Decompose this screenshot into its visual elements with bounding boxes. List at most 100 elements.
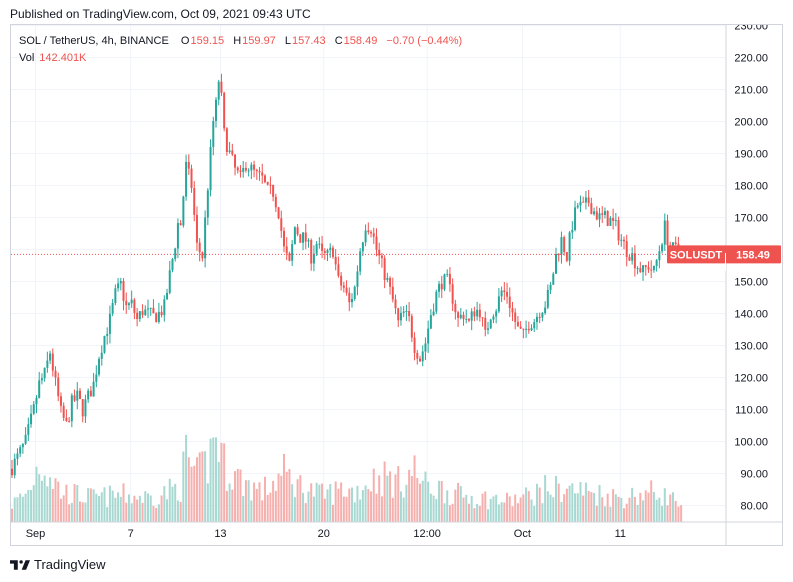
- legend-volume-label[interactable]: Vol: [19, 52, 35, 64]
- candle-body: [481, 317, 484, 319]
- volume-bar: [511, 506, 514, 522]
- candle-body: [215, 99, 217, 122]
- candle-body: [655, 260, 658, 266]
- candle-body: [285, 246, 288, 254]
- candle-body: [438, 283, 441, 292]
- legend-symbol[interactable]: SOL / TetherUS, 4h, BINANCE: [19, 35, 169, 47]
- volume-bar: [30, 490, 33, 522]
- candle-body: [247, 170, 250, 172]
- candle-body: [378, 249, 381, 256]
- candle-body: [546, 289, 549, 308]
- volume-bar: [228, 483, 231, 522]
- volume-bars: [11, 434, 683, 522]
- candle-body: [663, 220, 666, 245]
- volume-bar: [283, 453, 285, 522]
- candle-body: [106, 333, 109, 337]
- candle-body: [70, 395, 73, 422]
- candle-body: [19, 447, 22, 454]
- volume-bar: [446, 490, 449, 522]
- candle-body: [258, 171, 261, 173]
- candle-body: [21, 443, 24, 448]
- volume-bar: [427, 481, 430, 522]
- candle-body: [345, 287, 348, 293]
- candle-body: [478, 309, 481, 318]
- legend-high-value: 159.97: [242, 35, 276, 47]
- volume-bar: [476, 503, 479, 522]
- candle-body: [351, 298, 353, 303]
- candle-body: [652, 265, 655, 271]
- candle-body: [89, 390, 92, 397]
- candle-body: [46, 360, 49, 368]
- volume-bar: [402, 497, 405, 522]
- volume-bar: [595, 505, 598, 522]
- candle-body: [225, 128, 228, 152]
- price-tick-label: 130.00: [734, 341, 768, 353]
- volume-bar: [435, 498, 438, 522]
- volume-bar: [274, 490, 277, 522]
- candle-body: [666, 220, 669, 246]
- candle-body: [59, 396, 62, 406]
- volume-bar: [506, 492, 509, 522]
- volume-bar: [54, 478, 57, 522]
- candle-body: [127, 303, 130, 306]
- volume-bar: [223, 443, 226, 522]
- volume-bar: [255, 488, 258, 522]
- volume-bar: [677, 506, 680, 522]
- candle-body: [367, 230, 370, 233]
- candle-body: [402, 311, 405, 313]
- candle-body: [560, 237, 563, 255]
- candle-body: [119, 281, 122, 284]
- volume-bar: [614, 494, 617, 522]
- candle-body: [500, 290, 503, 297]
- legend-ohlc: SOL / TetherUS, 4h, BINANCE O159.15 H159…: [19, 35, 468, 47]
- candle-body: [348, 292, 351, 303]
- time-tick-label: 11: [615, 528, 626, 540]
- legend-low-label: L: [284, 35, 291, 47]
- volume-bar: [40, 480, 43, 522]
- candle-body: [223, 92, 226, 129]
- candle-body: [563, 237, 566, 253]
- last-price-symbol: SOLUSDT: [670, 249, 723, 261]
- volume-bar: [307, 491, 310, 522]
- candle-body: [195, 214, 198, 243]
- volume-bar: [171, 486, 174, 522]
- volume-bar: [250, 500, 253, 522]
- volume-bar: [138, 495, 141, 522]
- volume-bar: [541, 503, 544, 522]
- last-price-value: 158.49: [736, 249, 770, 261]
- volume-bar: [103, 487, 106, 522]
- volume-bar: [331, 504, 334, 522]
- footer-brand[interactable]: TradingView: [34, 557, 106, 572]
- volume-bar: [348, 488, 351, 522]
- candle-body: [81, 399, 84, 417]
- volume-bar: [492, 496, 495, 522]
- candle-body: [595, 211, 598, 220]
- price-tick-label: 120.00: [734, 373, 768, 385]
- candlestick-chart[interactable]: 230.00 220.00 210.00 200.00 190.00 180.00 170.…: [11, 25, 782, 545]
- candle-body: [280, 218, 283, 231]
- volume-bar: [383, 461, 386, 522]
- candle-body: [236, 167, 239, 171]
- volume-bar: [467, 503, 470, 522]
- volume-bar: [538, 487, 541, 522]
- volume-bar: [321, 483, 324, 522]
- chart-frame[interactable]: 230.00 220.00 210.00 200.00 190.00 180.00 170.…: [10, 24, 783, 546]
- candle-body: [623, 239, 625, 242]
- volume-bar: [340, 482, 343, 522]
- volume-bar: [136, 499, 139, 522]
- volume-bar: [397, 466, 400, 522]
- candle-body: [133, 299, 136, 313]
- volume-bar: [147, 493, 149, 522]
- volume-bar: [27, 489, 30, 522]
- volume-bar: [310, 483, 313, 522]
- candle-body: [487, 328, 489, 330]
- volume-bar: [495, 494, 498, 522]
- volume-bar: [206, 483, 209, 522]
- price-tick-label: 200.00: [734, 117, 768, 129]
- candle-body: [549, 284, 552, 290]
- candle-body: [598, 213, 601, 220]
- candle-body: [342, 285, 345, 288]
- candle-body: [372, 233, 375, 237]
- candle-body: [389, 278, 392, 287]
- candle-body: [574, 207, 577, 230]
